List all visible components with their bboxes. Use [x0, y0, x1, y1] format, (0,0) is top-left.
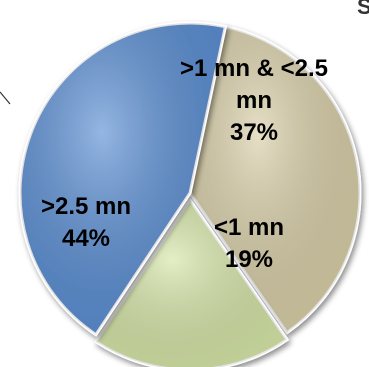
pie-labels: >1 mn & <2.5 mn 37% <1 mn 19% >2.5 mn 44% — [41, 55, 328, 273]
leader-line — [0, 91, 11, 105]
slice-label-line: >1 mn & <2.5 — [180, 55, 328, 82]
pie-slice-shine — [19, 22, 226, 335]
pie-slices — [18, 21, 362, 367]
pie-slice-shine — [95, 200, 288, 367]
pie-slice-shine — [190, 26, 360, 333]
slice-label-line: 19% — [225, 246, 273, 273]
pie-slice-1 — [93, 197, 290, 367]
slice-label-line: 44% — [62, 225, 110, 252]
slice-label-line: mn — [236, 87, 272, 114]
slice-label-line: <1 mn — [214, 214, 284, 241]
edge-glyph: S — [357, 0, 369, 19]
slice-label-line: 37% — [230, 119, 278, 146]
slice-label-line: >2.5 mn — [41, 193, 131, 220]
pie-slice-2 — [18, 21, 228, 337]
pie-slice-0 — [188, 24, 362, 335]
